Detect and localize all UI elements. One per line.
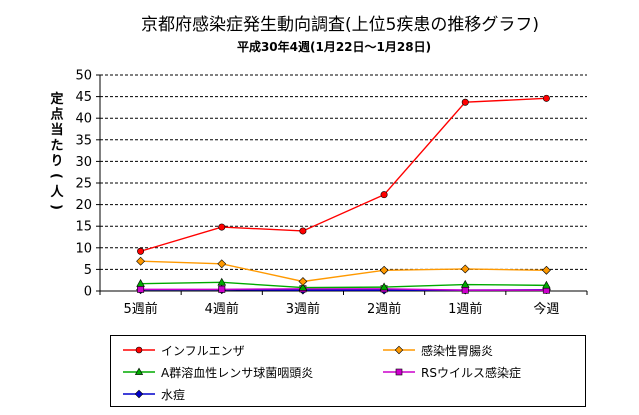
data-point (136, 256, 146, 266)
legend-swatch (123, 389, 155, 399)
data-point (217, 259, 227, 269)
data-point (218, 285, 226, 293)
data-point (379, 282, 389, 291)
plot-background (100, 75, 587, 291)
y-tick-label: 45 (75, 90, 92, 105)
data-point (136, 279, 145, 287)
series-line (140, 260, 547, 283)
x-tick-label: 1週前 (448, 301, 482, 317)
y-tick-label: 5 (84, 263, 92, 278)
data-point (298, 282, 308, 291)
y-tick-label: 25 (75, 177, 92, 192)
y-tick-label: 30 (75, 155, 92, 170)
plot-area: 0 5 10 15 20 25 30 35 40 45 50 5週前 4週前 3週前 2週前 1週前 今週 (75, 69, 588, 317)
data-point (299, 227, 307, 235)
legend-label: 水痘 (161, 387, 186, 402)
series-感染性胃腸炎 (136, 256, 551, 286)
y-axis-label-char: 当 (50, 122, 63, 138)
series-インフルエンザ (137, 94, 550, 255)
data-point (217, 277, 227, 286)
legend-swatch (383, 345, 415, 355)
series-line (140, 281, 547, 289)
y-tick-label: 50 (75, 69, 92, 84)
y-tick-label: 20 (75, 198, 92, 213)
y-axis-label-char: り (50, 154, 63, 169)
data-point (461, 98, 469, 106)
series-line (140, 97, 547, 252)
legend-item: 水痘 (121, 386, 185, 402)
x-tick-label: 今週 (533, 301, 559, 317)
x-tick-label: 5週前 (123, 301, 157, 317)
chart-title: 京都府感染症発生動向調査(上位5疾患の推移グラフ) (141, 15, 539, 35)
series-line (140, 288, 547, 291)
x-tick-label: 3週前 (286, 301, 320, 317)
data-point (137, 247, 145, 255)
y-tick-label: 0 (84, 285, 92, 300)
data-point (460, 279, 470, 288)
data-point (380, 191, 388, 199)
legend-item: RSウイルス感染症 (381, 364, 521, 380)
data-point (137, 285, 145, 293)
y-axis-label-char: ( (49, 173, 64, 179)
y-axis-label-char: ) (49, 204, 64, 210)
data-point (218, 223, 226, 231)
data-point (461, 286, 469, 294)
y-tick-label: 15 (75, 220, 92, 235)
data-point (460, 264, 470, 274)
legend-label: 感染性胃腸炎 (421, 343, 494, 358)
legend-label: A群溶血性レンサ球菌咽頭炎 (161, 365, 314, 380)
y-tick-label: 10 (75, 241, 92, 256)
legend-swatch (123, 346, 155, 354)
y-axis-label-char: 点 (50, 107, 63, 123)
series-A群溶血性レンサ球菌咽頭炎 (136, 277, 551, 291)
x-tick-label: 4週前 (205, 301, 239, 317)
chart-subtitle: 平成30年4週(1月22日～1月28日) (237, 39, 431, 54)
y-axis-label-char: 定 (49, 91, 63, 107)
legend-swatch (123, 367, 155, 375)
legend-item: A群溶血性レンサ球菌咽頭炎 (121, 364, 313, 380)
legend-label: RSウイルス感染症 (421, 365, 521, 380)
y-tick-label: 35 (75, 133, 92, 148)
data-point (379, 265, 389, 275)
y-axis-label-char: 人 (50, 184, 64, 200)
x-tick-label: 2週前 (367, 301, 401, 317)
legend-swatch (383, 368, 415, 376)
data-point (298, 277, 308, 286)
legend-label: インフルエンザ (161, 343, 245, 358)
legend: インフルエンザ 感染性胃腸炎 A群溶血性レンサ球菌咽頭炎 RSウイルス感染症水痘 (110, 335, 586, 407)
data-point (542, 94, 550, 102)
data-point (541, 265, 551, 275)
legend-item: インフルエンザ (121, 342, 245, 358)
data-point (542, 280, 551, 289)
y-tick-label: 40 (75, 112, 92, 127)
y-axis-label-char: た (50, 139, 63, 154)
legend-item: 感染性胃腸炎 (381, 342, 493, 358)
